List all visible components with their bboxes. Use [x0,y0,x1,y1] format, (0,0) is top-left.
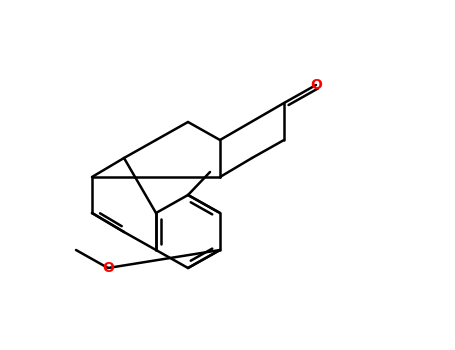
Text: O: O [310,78,322,92]
Text: O: O [102,261,114,275]
